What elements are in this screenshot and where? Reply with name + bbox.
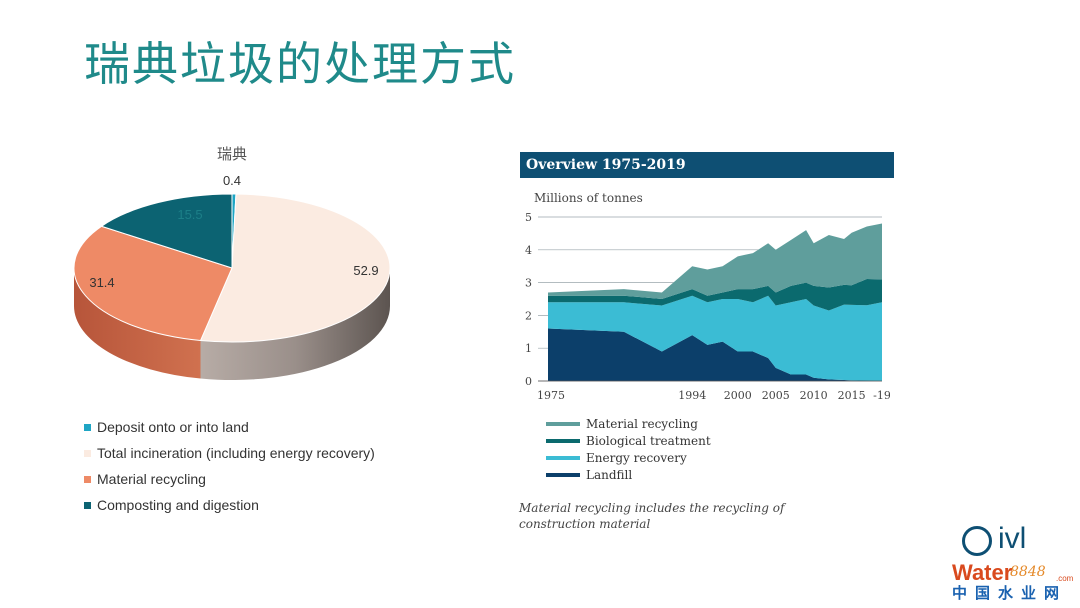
- pie-label-composting: 15.5: [177, 207, 202, 222]
- legend-label: Landfill: [586, 467, 633, 482]
- pie-chart: 瑞典 0.4 52.9 31.4 15.5: [60, 135, 420, 395]
- x-tick-label: 1975: [537, 389, 565, 402]
- legend-line: [546, 455, 580, 460]
- legend-swatch: [84, 423, 91, 431]
- pie-slice-composting: [100, 193, 233, 269]
- legend-item-material-recycling: Material recycling: [546, 415, 711, 432]
- legend-swatch: [84, 475, 91, 483]
- pie-label-recycling: 31.4: [89, 275, 114, 290]
- area-chart-svg: 0 1 2 3 4 5 1975 1994 2000 2005 2010 2015 -19: [525, 211, 891, 402]
- legend-item-deposit: Deposit onto or into land: [84, 414, 375, 440]
- pie-label-deposit: 0.4: [223, 173, 241, 188]
- y-axis-units: Millions of tonnes: [534, 191, 643, 205]
- chart-header: Overview 1975-2019: [520, 152, 894, 178]
- legend-label: Deposit onto or into land: [97, 419, 249, 435]
- x-tick-label: -19: [873, 389, 890, 402]
- y-tick-label: 3: [525, 277, 532, 290]
- ivl-logo-text: ivl: [998, 522, 1027, 555]
- legend-label: Energy recovery: [586, 450, 687, 465]
- legend-label: Material recycling: [586, 416, 698, 431]
- legend-item-landfill: Landfill: [546, 466, 711, 483]
- x-tick-label: 1994: [678, 389, 706, 402]
- legend-item-recycling: Material recycling: [84, 466, 375, 492]
- area-legend: Material recycling Biological treatment …: [546, 415, 711, 483]
- x-tick-label: 2015: [838, 389, 866, 402]
- water8848-logo-domain: .com: [1056, 574, 1074, 583]
- x-tick-label: 2000: [724, 389, 752, 402]
- water8848-logo-word: Water: [952, 560, 1013, 585]
- area-material-recycling: [548, 223, 882, 299]
- legend-item-biological-treatment: Biological treatment: [546, 432, 711, 449]
- pie-slice-recycling-side: [74, 268, 201, 379]
- legend-label: Total incineration (including energy rec…: [97, 445, 375, 461]
- legend-item-energy-recovery: Energy recovery: [546, 449, 711, 466]
- pie-legend: Deposit onto or into land Total incinera…: [84, 414, 375, 518]
- area-landfill: [548, 328, 882, 381]
- y-tick-label: 2: [525, 309, 532, 322]
- pie-slice-recycling: [73, 225, 233, 342]
- area-chart: 0 1 2 3 4 5 1975 1994 2000 2005 2010 2015 -19: [520, 205, 891, 410]
- chart-footnote: Material recycling includes the recyclin…: [519, 501, 785, 531]
- x-tick-label: 2005: [762, 389, 790, 402]
- y-tick-label: 0: [525, 375, 532, 388]
- area-biological-treatment: [548, 278, 882, 311]
- legend-item-composting: Composting and digestion: [84, 492, 375, 518]
- legend-label: Composting and digestion: [97, 497, 259, 513]
- y-tick-label: 1: [525, 342, 532, 355]
- legend-line: [546, 438, 580, 443]
- water8848-logo: Water 8848 .com 中国水业网: [952, 560, 1074, 604]
- legend-swatch: [84, 449, 91, 457]
- legend-line: [546, 421, 580, 426]
- legend-line: [546, 472, 580, 477]
- water8848-logo-cn: 中国水业网: [952, 584, 1068, 602]
- x-tick-label: 2010: [800, 389, 828, 402]
- y-tick-label: 5: [525, 211, 532, 224]
- pie-slice-incineration: [199, 193, 391, 343]
- y-tick-label: 4: [525, 244, 532, 257]
- legend-swatch: [84, 501, 91, 509]
- legend-label: Biological treatment: [586, 433, 711, 448]
- pie-chart-svg: 瑞典 0.4 52.9 31.4 15.5: [73, 145, 391, 380]
- ivl-logo: ivl: [962, 522, 1052, 572]
- ivl-swirl-icon: [962, 526, 992, 556]
- pie-slice-incineration-side: [200, 268, 390, 380]
- legend-label: Material recycling: [97, 471, 206, 487]
- page-title: 瑞典垃圾的处理方式: [84, 37, 516, 91]
- pie-label-incineration: 52.9: [353, 263, 378, 278]
- legend-item-incineration: Total incineration (including energy rec…: [84, 440, 375, 466]
- area-energy-recovery: [548, 295, 882, 381]
- water8848-logo-number: 8848: [1010, 564, 1046, 580]
- pie-title: 瑞典: [217, 145, 247, 163]
